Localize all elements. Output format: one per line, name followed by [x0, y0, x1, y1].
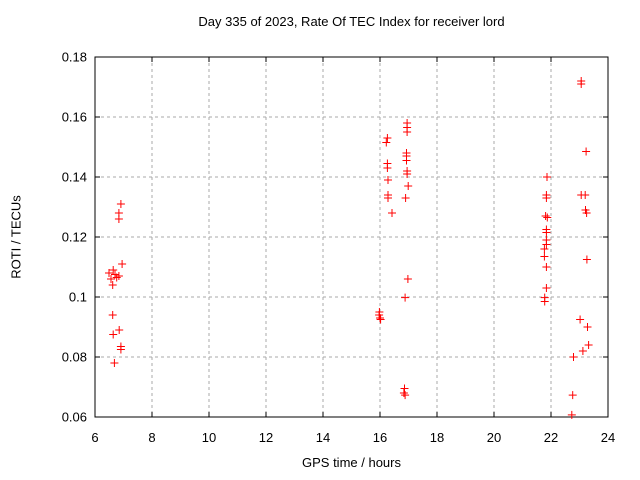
data-point	[542, 228, 551, 237]
data-point	[540, 297, 549, 306]
data-point	[401, 293, 410, 302]
data-point	[542, 240, 551, 249]
data-point	[543, 173, 551, 181]
data-point	[400, 384, 409, 393]
data-point	[578, 347, 587, 355]
y-tick-label: 0.14	[62, 170, 87, 185]
data-point	[582, 147, 591, 156]
y-tick-label: 0.08	[62, 350, 87, 365]
data-point	[399, 389, 408, 397]
data-point	[402, 156, 411, 165]
x-tick-label: 8	[148, 430, 155, 445]
x-tick-label: 10	[202, 430, 216, 445]
y-tick-label: 0.18	[62, 50, 87, 65]
data-point	[376, 314, 384, 322]
data-point	[116, 200, 125, 208]
data-point	[108, 311, 117, 319]
data-point	[383, 164, 392, 172]
data-point	[403, 128, 412, 136]
data-point	[542, 194, 551, 202]
data-point	[543, 213, 552, 222]
data-point	[110, 359, 119, 367]
data-point	[541, 212, 550, 220]
chart-title: Day 335 of 2023, Rate Of TEC Index for r…	[198, 14, 505, 29]
y-tick-label: 0.12	[62, 230, 87, 245]
data-point	[568, 391, 577, 400]
x-tick-label: 22	[544, 430, 558, 445]
x-axis-label: GPS time / hours	[302, 455, 401, 470]
plot-border	[94, 56, 609, 418]
data-point	[114, 272, 123, 280]
data-point	[384, 194, 392, 202]
y-tick-label: 0.06	[62, 410, 87, 425]
data-point	[383, 134, 392, 142]
y-tick-label: 0.1	[69, 290, 87, 305]
data-point	[114, 215, 123, 223]
x-tick-label: 18	[430, 430, 444, 445]
x-tick-label: 6	[91, 430, 98, 445]
data-point	[542, 263, 551, 271]
data-point	[540, 252, 549, 261]
data-point	[569, 353, 578, 361]
data-point	[382, 138, 391, 147]
data-point	[577, 80, 586, 88]
data-point	[401, 391, 410, 400]
data-point	[115, 326, 124, 334]
x-tick-label: 14	[316, 430, 330, 445]
data-point	[403, 170, 412, 178]
data-point	[376, 315, 385, 324]
x-tick-label: 12	[259, 430, 273, 445]
data-point	[388, 209, 396, 217]
data-point	[109, 330, 118, 339]
x-tick-label: 20	[487, 430, 501, 445]
data-point	[581, 191, 590, 199]
data-point	[109, 266, 118, 274]
data-point	[542, 284, 551, 292]
y-tick-label: 0.16	[62, 110, 87, 125]
data-point	[576, 315, 585, 324]
data-point	[112, 273, 121, 282]
data-point	[582, 209, 591, 217]
x-tick-label: 16	[373, 430, 387, 445]
data-point	[401, 194, 410, 202]
data-point	[403, 275, 412, 283]
data-point	[384, 176, 392, 184]
data-point	[567, 410, 576, 419]
data-point	[582, 255, 591, 264]
data-point	[404, 182, 413, 190]
x-tick-label: 24	[601, 430, 615, 445]
data-point	[116, 345, 125, 354]
data-point	[105, 269, 113, 277]
data-point	[540, 245, 549, 253]
data-point	[108, 281, 117, 289]
data-point	[584, 341, 593, 349]
data-point	[583, 323, 592, 331]
data-point	[107, 275, 115, 283]
data-point	[118, 260, 127, 268]
